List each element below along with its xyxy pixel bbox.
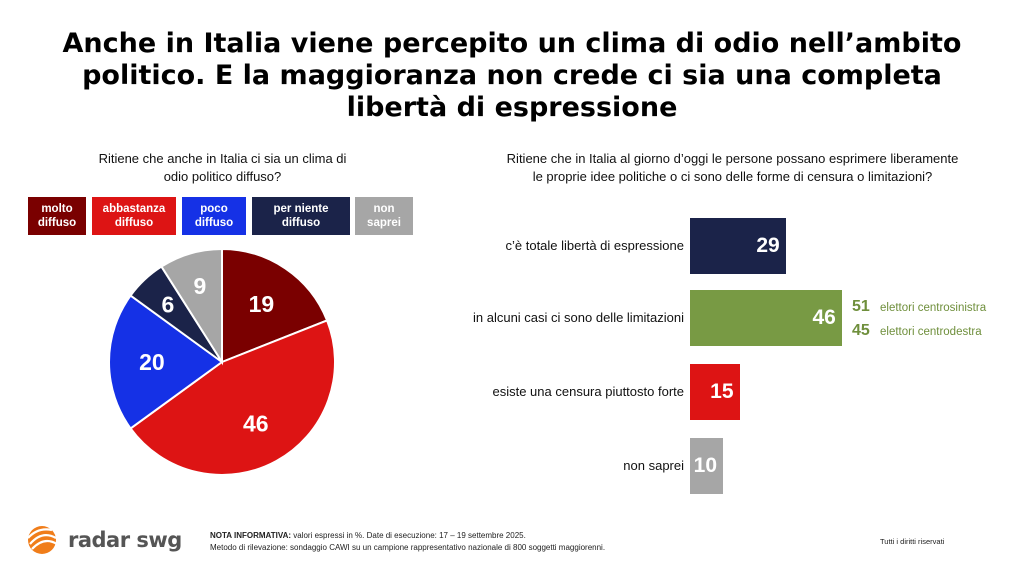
right-question-line-2: le proprie idee politiche o ci sono dell… bbox=[532, 169, 933, 184]
breakdown-label-1: elettori centrosinistra bbox=[880, 302, 987, 314]
legend-item-4: per niente diffuso bbox=[252, 197, 350, 235]
radar-logo-icon bbox=[27, 526, 58, 554]
legend-item-5-line-2: saprei bbox=[367, 217, 401, 229]
left-question: Ritiene che anche in Italia ci sia un cl… bbox=[60, 150, 385, 186]
bar-value-2: 46 bbox=[812, 306, 836, 329]
logo-text: radar swg bbox=[68, 528, 182, 552]
pie-label-2: 46 bbox=[243, 410, 269, 436]
pie-label-4: 6 bbox=[161, 291, 174, 317]
bar-label-4: non saprei bbox=[623, 458, 684, 473]
legend-item-2: abbastanza diffuso bbox=[92, 197, 176, 235]
right-question: Ritiene che in Italia al giorno d’oggi l… bbox=[455, 150, 1010, 186]
legend-item-5: non saprei bbox=[355, 197, 413, 235]
legend-item-3: poco diffuso bbox=[182, 197, 246, 235]
bar-value-1: 29 bbox=[756, 234, 780, 257]
bar-value-3: 15 bbox=[710, 380, 734, 403]
right-question-line-1: Ritiene che in Italia al giorno d’oggi l… bbox=[506, 151, 959, 166]
breakdown-value-1: 51 bbox=[852, 298, 870, 315]
bar-label-1: c’è totale libertà di espressione bbox=[505, 238, 685, 253]
left-question-line-1: Ritiene che anche in Italia ci sia un cl… bbox=[98, 151, 347, 166]
legend-item-4-line-1: per niente bbox=[273, 203, 329, 215]
bar-2 bbox=[690, 290, 842, 346]
pie-label-5: 9 bbox=[194, 273, 207, 299]
legend-item-1-line-2: diffuso bbox=[37, 217, 77, 229]
legend-item-3-line-2: diffuso bbox=[194, 217, 234, 229]
note-heading: NOTA INFORMATIVA: bbox=[210, 531, 292, 540]
bar-3 bbox=[690, 364, 740, 420]
logo: radar swg bbox=[26, 524, 182, 556]
breakdown-label-2: elettori centrodestra bbox=[880, 326, 982, 338]
note-line-2: Metodo di rilevazione: sondaggio CAWI su… bbox=[210, 543, 606, 552]
breakdown-row-1: 51 elettori centrosinistra bbox=[852, 298, 986, 316]
legend-item-3-line-1: poco bbox=[200, 203, 228, 215]
breakdown-value-2: 45 bbox=[852, 322, 870, 339]
bar-1 bbox=[690, 218, 786, 274]
bar-value-4: 10 bbox=[693, 454, 717, 477]
legend-item-1-line-1: molto bbox=[41, 203, 73, 215]
pie-slice-2 bbox=[129, 319, 336, 476]
bar-4 bbox=[690, 438, 723, 494]
breakdown-row-2: 45 elettori centrodestra bbox=[852, 322, 982, 340]
bar-label-3: esiste una censura piuttosto forte bbox=[492, 384, 684, 399]
left-question-line-2: odio politico diffuso? bbox=[163, 169, 282, 184]
pie-label-1: 19 bbox=[249, 291, 275, 317]
bar-label-2: in alcuni casi ci sono delle limitazioni bbox=[473, 310, 684, 325]
pie-slice-3 bbox=[108, 294, 224, 430]
pie-slice-5 bbox=[160, 247, 223, 366]
rights-text: Tutti i diritti riservati bbox=[880, 537, 945, 546]
pie-slice-1 bbox=[221, 247, 329, 364]
info-note: NOTA INFORMATIVA: valori espressi in %. … bbox=[210, 530, 605, 554]
legend-item-2-line-1: abbastanza bbox=[102, 203, 166, 215]
legend-item-2-line-2: diffuso bbox=[114, 217, 154, 229]
legend-item-4-line-2: diffuso bbox=[281, 217, 321, 229]
legend-item-1: molto diffuso bbox=[28, 197, 86, 235]
note-line-1: valori espressi in %. Date di esecuzione… bbox=[291, 531, 526, 540]
page-title: Anche in Italia viene percepito un clima… bbox=[62, 28, 962, 123]
legend-item-5-line-1: non bbox=[373, 203, 395, 215]
pie-label-3: 20 bbox=[139, 349, 165, 375]
